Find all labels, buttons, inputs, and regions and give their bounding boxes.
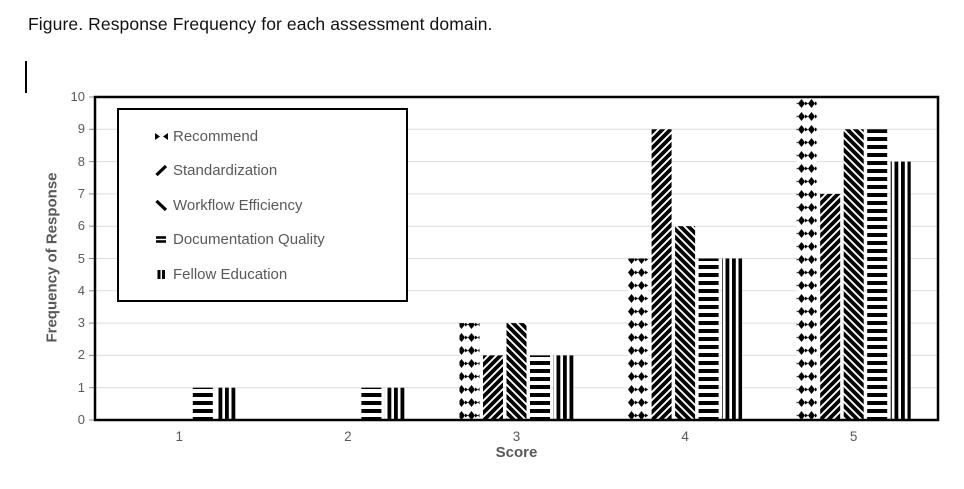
y-tick-label-1: 1 bbox=[77, 379, 85, 395]
vertical-lines-pattern-icon bbox=[157, 269, 165, 279]
legend-item-fellow-education: Fellow Education bbox=[155, 266, 406, 283]
bar-vertical-lines-score-5 bbox=[890, 161, 911, 420]
legend-item-standardization: Standardization bbox=[155, 162, 406, 179]
bar-diamond-score-5 bbox=[796, 97, 817, 420]
x-axis-title: Score bbox=[495, 444, 538, 461]
legend-label: Recommend bbox=[173, 127, 259, 145]
legend-label: Documentation Quality bbox=[173, 231, 325, 248]
y-tick-label-3: 3 bbox=[77, 315, 85, 331]
plot-border bbox=[93, 95, 940, 422]
diamond-pattern-icon bbox=[155, 132, 168, 140]
bar-diagonal-down-score-3 bbox=[506, 323, 527, 420]
bar-horizontal-lines-score-3 bbox=[530, 355, 550, 420]
bar-horizontal-lines-score-5 bbox=[867, 129, 888, 421]
bar-vertical-lines-score-2 bbox=[384, 387, 405, 420]
bar-vertical-lines-score-3 bbox=[553, 355, 574, 420]
bar-diagonal-up-score-4 bbox=[651, 129, 672, 421]
legend-label: Fellow Education bbox=[173, 265, 288, 283]
x-tick-label-1: 1 bbox=[175, 429, 184, 444]
diagonal-up-pattern-icon bbox=[155, 165, 168, 176]
bar-vertical-lines-score-1 bbox=[216, 387, 237, 420]
bar-diagonal-down-score-4 bbox=[675, 226, 696, 420]
y-tick-label-8: 8 bbox=[77, 153, 85, 169]
legend-item-documentation-quality: Documentation Quality bbox=[155, 231, 406, 248]
figure-caption: Figure. Response Frequency for each asse… bbox=[28, 14, 493, 34]
y-tick-label-5: 5 bbox=[77, 250, 85, 266]
bar-vertical-lines-score-4 bbox=[722, 258, 743, 420]
horizontal-lines-pattern-icon bbox=[156, 236, 166, 243]
bar-horizontal-lines-score-4 bbox=[698, 258, 719, 420]
y-tick-label-10: 10 bbox=[70, 89, 85, 104]
legend-item-workflow-efficiency: Workflow Efficiency bbox=[155, 197, 406, 214]
bar-diagonal-up-score-3 bbox=[483, 355, 503, 420]
x-tick-label-3: 3 bbox=[512, 429, 521, 444]
bar-diamond-score-3 bbox=[459, 323, 480, 420]
bar-diagonal-down-score-5 bbox=[843, 129, 864, 421]
x-tick-label-5: 5 bbox=[849, 429, 858, 444]
x-tick-label-2: 2 bbox=[344, 429, 352, 444]
y-tick-label-2: 2 bbox=[77, 347, 85, 363]
y-tick-label-7: 7 bbox=[77, 185, 85, 201]
y-tick-label-9: 9 bbox=[77, 121, 85, 137]
bar-horizontal-lines-score-2 bbox=[361, 387, 382, 420]
diagonal-down-pattern-icon bbox=[155, 199, 168, 211]
bar-diamond-score-4 bbox=[628, 258, 649, 420]
bar-horizontal-lines-score-1 bbox=[192, 387, 213, 420]
y-tick-label-6: 6 bbox=[77, 218, 85, 234]
legend-item-recommend: Recommend bbox=[155, 128, 406, 145]
legend-label: Standardization bbox=[173, 162, 278, 179]
x-tick-label-4: 4 bbox=[681, 429, 689, 444]
y-tick-label-0: 0 bbox=[77, 412, 85, 427]
text-cursor-caret bbox=[25, 61, 27, 93]
bar-diagonal-up-score-5 bbox=[820, 193, 841, 420]
legend-label: Workflow Efficiency bbox=[173, 196, 303, 214]
y-tick-label-4: 4 bbox=[77, 282, 85, 298]
chart-legend: Recommend Standardization Workflow Effic… bbox=[117, 108, 408, 302]
